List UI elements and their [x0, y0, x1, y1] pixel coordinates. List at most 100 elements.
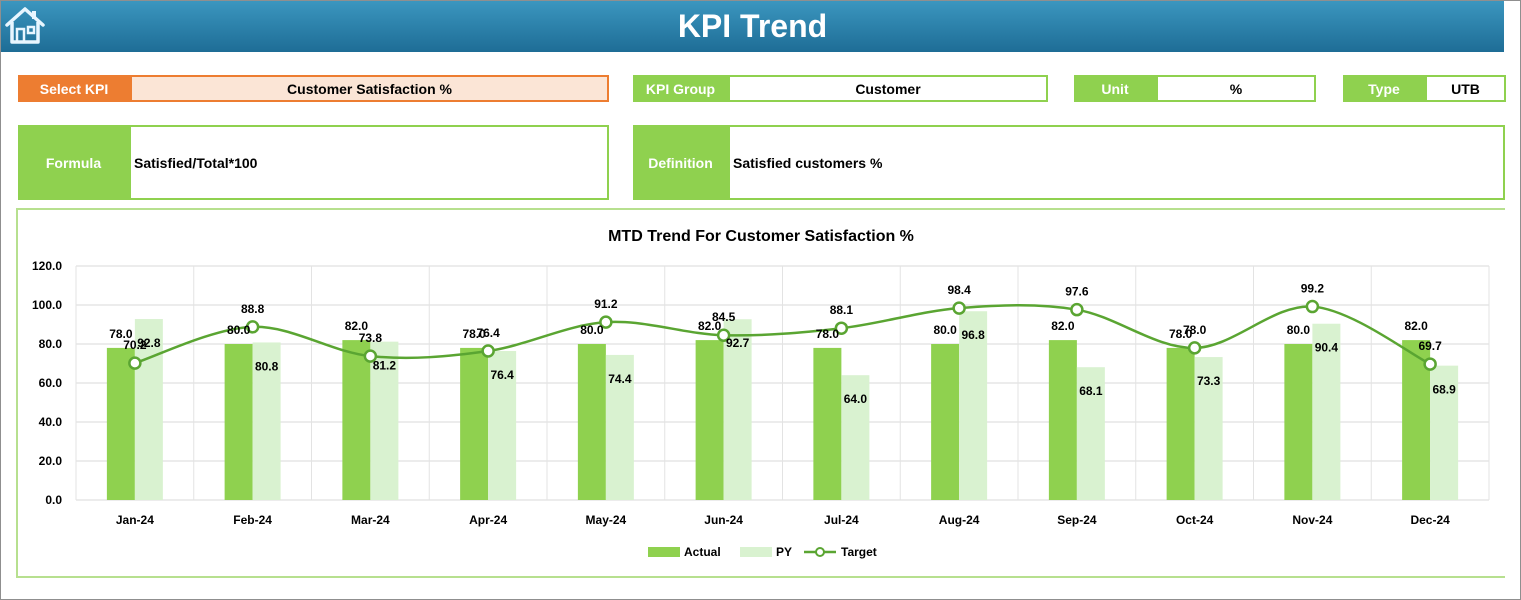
actual-data-label: 82.0: [345, 319, 369, 333]
actual-data-label: 80.0: [933, 323, 957, 337]
target-data-label: 99.2: [1301, 282, 1325, 296]
target-data-label: 98.4: [947, 283, 971, 297]
py-bar: [841, 375, 870, 500]
actual-data-label: 78.0: [816, 327, 840, 341]
legend-py-swatch: [740, 547, 772, 557]
x-tick-label: Aug-24: [939, 513, 980, 527]
target-data-label: 73.8: [359, 331, 383, 345]
unit-value: %: [1156, 75, 1316, 102]
target-point: [245, 320, 260, 334]
actual-bar: [106, 347, 135, 500]
py-bar: [723, 319, 752, 500]
py-bar: [605, 354, 634, 500]
py-bar: [252, 342, 281, 500]
actual-bar: [342, 340, 371, 500]
target-point: [599, 315, 613, 329]
legend-actual-swatch: [648, 547, 680, 557]
actual-data-label: 78.0: [109, 327, 133, 341]
legend-target-label: Target: [841, 545, 877, 559]
target-data-label: 91.2: [594, 297, 618, 311]
target-point: [952, 301, 966, 315]
x-tick-label: Jun-24: [704, 513, 743, 527]
unit-label: Unit: [1074, 75, 1156, 102]
y-tick-label: 40.0: [39, 415, 63, 429]
actual-bar: [931, 344, 960, 500]
target-data-label: 78.0: [1183, 323, 1207, 337]
actual-data-label: 78.0: [1169, 327, 1193, 341]
x-tick-label: Feb-24: [233, 513, 272, 527]
py-bar: [959, 311, 988, 500]
page-header: KPI Trend: [1, 1, 1504, 52]
legend-py-label: PY: [776, 545, 792, 559]
target-data-label: 84.5: [712, 310, 736, 324]
y-tick-label: 0.0: [45, 493, 62, 507]
target-point: [481, 344, 495, 358]
target-data-label: 69.7: [1418, 339, 1442, 353]
legend-actual-label: Actual: [684, 545, 721, 559]
select-kpi-label: Select KPI: [18, 75, 130, 102]
py-data-label: 68.9: [1432, 383, 1456, 397]
py-data-label: 92.7: [726, 336, 750, 350]
target-point: [1305, 299, 1320, 314]
target-point: [363, 349, 378, 363]
py-data-label: 74.4: [608, 372, 632, 386]
x-tick-label: Dec-24: [1410, 513, 1450, 527]
target-point: [716, 328, 731, 342]
definition-value: Satisfied customers %: [728, 125, 1505, 200]
x-tick-label: Sep-24: [1057, 513, 1097, 527]
home-icon[interactable]: [4, 4, 46, 46]
x-tick-label: Mar-24: [351, 513, 390, 527]
target-point: [1070, 302, 1084, 317]
actual-data-label: 78.0: [462, 327, 486, 341]
py-bar: [1430, 365, 1459, 500]
formula-label: Formula: [18, 125, 129, 200]
py-data-label: 76.4: [490, 368, 514, 382]
py-data-label: 68.1: [1079, 384, 1103, 398]
x-tick-label: May-24: [586, 513, 627, 527]
page-title: KPI Trend: [677, 8, 828, 44]
actual-data-label: 82.0: [698, 319, 722, 333]
actual-bar: [1048, 340, 1077, 500]
y-tick-label: 100.0: [32, 298, 62, 312]
py-data-label: 64.0: [844, 392, 868, 406]
actual-bar: [460, 347, 489, 500]
definition-label: Definition: [633, 125, 728, 200]
py-data-label: 81.2: [373, 359, 397, 373]
actual-data-label: 82.0: [1404, 319, 1428, 333]
y-tick-label: 120.0: [32, 259, 62, 273]
actual-bar: [1284, 344, 1313, 500]
target-point: [1187, 341, 1202, 355]
y-tick-label: 20.0: [39, 454, 63, 468]
x-tick-label: Oct-24: [1176, 513, 1214, 527]
chart-container: [16, 208, 1505, 578]
x-tick-label: Apr-24: [469, 513, 507, 527]
py-bar: [1312, 323, 1341, 500]
actual-data-label: 80.0: [1287, 323, 1311, 337]
y-tick-label: 80.0: [39, 337, 63, 351]
py-data-label: 90.4: [1315, 341, 1339, 355]
py-data-label: 92.8: [137, 336, 161, 350]
x-tick-label: Nov-24: [1292, 513, 1332, 527]
target-point: [1423, 357, 1437, 371]
chart-title: MTD Trend For Customer Satisfaction %: [608, 228, 914, 245]
py-bar: [1194, 357, 1223, 500]
actual-bar: [695, 340, 724, 500]
target-data-label: 88.1: [830, 303, 854, 317]
actual-bar: [813, 347, 842, 500]
py-data-label: 96.8: [961, 328, 985, 342]
y-tick-label: 60.0: [39, 376, 63, 390]
kpi-group-label: KPI Group: [633, 75, 728, 102]
type-label: Type: [1343, 75, 1425, 102]
select-kpi-dropdown[interactable]: Customer Satisfaction %: [130, 75, 609, 102]
legend-target-marker: [815, 547, 825, 557]
actual-bar: [1166, 347, 1195, 500]
py-data-label: 73.3: [1197, 374, 1221, 388]
actual-data-label: 80.0: [580, 323, 604, 337]
py-bar: [488, 351, 517, 500]
target-line: [134, 304, 1431, 366]
target-data-label: 97.6: [1065, 285, 1089, 299]
target-point: [834, 321, 849, 335]
target-data-label: 76.4: [476, 326, 500, 340]
kpi-group-value: Customer: [728, 75, 1048, 102]
